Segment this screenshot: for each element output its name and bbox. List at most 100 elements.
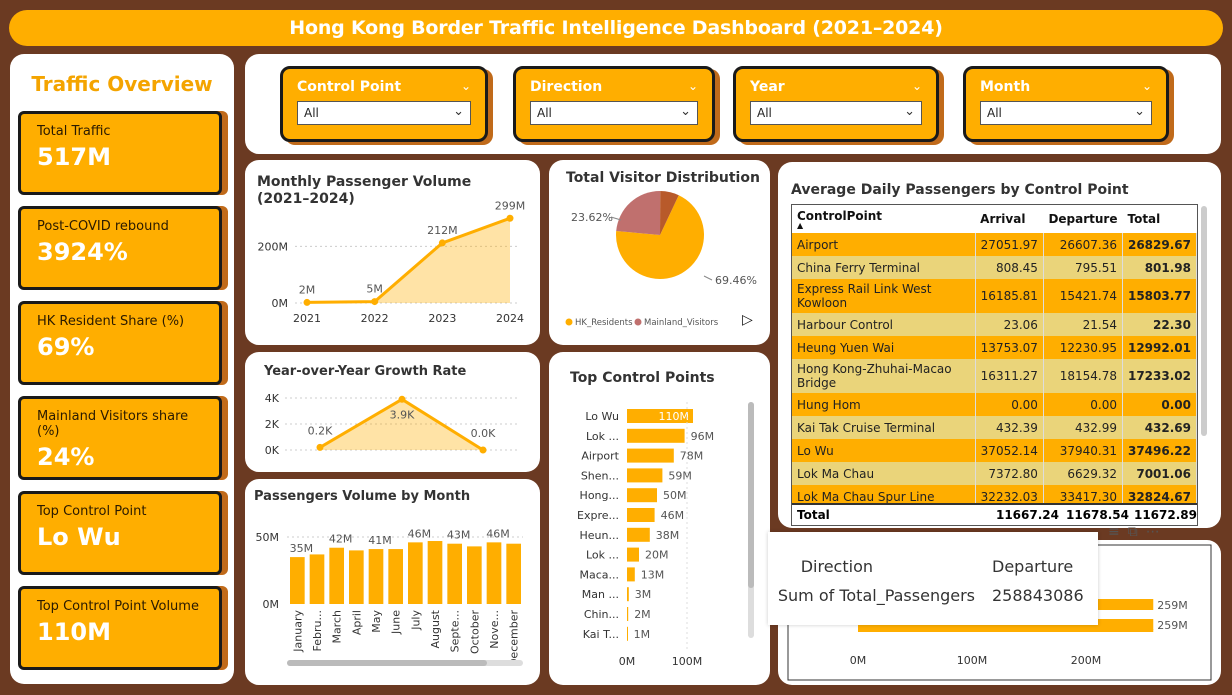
cell-value: 432.99 — [1043, 416, 1123, 439]
x-tick-label: October — [468, 610, 481, 654]
slicer-month[interactable]: Month ⌄ All ⌄ — [963, 66, 1169, 142]
bar — [627, 607, 629, 621]
tooltip: Direction Departure Sum of Total_Passeng… — [768, 532, 1098, 625]
chevron-down-icon[interactable]: ⌄ — [911, 79, 922, 93]
data-label: 59M — [668, 469, 692, 482]
dropdown-arrow-icon[interactable]: ⌄ — [1134, 104, 1145, 119]
table-row[interactable]: Express Rail Link West Kowloon 16185.81 15… — [792, 279, 1197, 313]
control-point-table[interactable]: ControlPoint ▲ Arrival Departure Total Ai… — [792, 205, 1197, 525]
focus-mode-icon[interactable]: ⧉ — [1127, 524, 1146, 540]
kpi-post-covid-rebound[interactable]: Post-COVID rebound 3924% — [18, 206, 222, 290]
column-header-total[interactable]: Total — [1122, 205, 1197, 233]
cell-value: 23.06 — [975, 313, 1044, 336]
x-tick-label: Nove... — [488, 610, 501, 649]
legend-label: Mainland_Visitors — [644, 318, 719, 328]
kpi-total-traffic[interactable]: Total Traffic 517M — [18, 111, 222, 195]
yoy-growth-chart[interactable]: 0K 2K 4K 0.2K 3.9K 0.0K — [245, 352, 540, 472]
volume-by-month-panel: Passengers Volume by Month 50M 0M 35M Janua… — [245, 479, 540, 685]
bar — [329, 547, 344, 604]
top-control-points-chart[interactable]: Lo Wu 110M Lok ... 96M Airport 78M Shen... 59M H… — [549, 352, 770, 685]
table-row[interactable]: Lo Wu 37052.14 37940.31 37496.22 — [792, 439, 1197, 462]
monthly-volume-chart[interactable]: 0M 200M 2M 2021 5M 2022 212M 2023 299M 2024 — [245, 160, 540, 345]
direction-select[interactable]: All ⌄ — [530, 101, 698, 125]
volume-by-month-chart[interactable]: 50M 0M 35M January Febru... 42M March April 41M M… — [245, 479, 540, 685]
cell-value: 0.00 — [1043, 393, 1123, 416]
cell-value: 21.54 — [1043, 313, 1123, 336]
table-row[interactable]: Harbour Control 23.06 21.54 22.30 — [792, 313, 1197, 336]
kpi-top-control-point[interactable]: Top Control Point Lo Wu — [18, 491, 222, 575]
cell-controlpoint: China Ferry Terminal — [792, 256, 976, 279]
year-select[interactable]: All ⌄ — [750, 101, 922, 125]
horizontal-scrollbar[interactable] — [287, 660, 523, 666]
slicer-year[interactable]: Year ⌄ All ⌄ — [733, 66, 939, 142]
bar — [368, 549, 384, 604]
table-row[interactable]: Lok Ma Chau 7372.80 6629.32 7001.06 — [792, 462, 1197, 485]
dropdown-arrow-icon[interactable]: ⌄ — [904, 104, 915, 119]
table-row[interactable]: Lok Ma Chau Spur Line 32232.03 33417.30 328… — [792, 485, 1197, 508]
column-header-departure[interactable]: Departure — [1043, 205, 1123, 233]
table-scrollbar[interactable] — [1201, 206, 1207, 436]
filter-icon[interactable]: ≡ — [1108, 524, 1128, 540]
table-row[interactable]: Airport 27051.97 26607.36 26829.67 — [792, 233, 1197, 256]
table-row[interactable]: China Ferry Terminal 808.45 795.51 801.98 — [792, 256, 1197, 279]
kpi-hk-resident-share[interactable]: HK Resident Share (%) 69% — [18, 301, 222, 385]
cell-value: 0.00 — [975, 393, 1044, 416]
bar — [627, 527, 650, 542]
visitor-pie-chart[interactable]: 69.46% 23.62% HK_Residents Mainland_Visitor… — [549, 160, 770, 345]
cell-controlpoint: Heung Yuen Wai — [792, 336, 976, 359]
chevron-down-icon[interactable]: ⌄ — [687, 79, 698, 93]
table-row[interactable]: Kai Tak Cruise Terminal 432.39 432.99 432.6… — [792, 416, 1197, 439]
data-label: 23.62% — [571, 211, 613, 224]
table-row[interactable]: Hung Hom 0.00 0.00 0.00 — [792, 393, 1197, 416]
tooltip-label-sum: Sum of Total_Passengers — [777, 586, 975, 605]
cell-value: 16311.27 — [975, 359, 1044, 393]
column-header-controlpoint[interactable]: ControlPoint ▲ — [792, 205, 976, 233]
area-fill — [307, 218, 510, 303]
cell-value: 808.45 — [975, 256, 1044, 279]
bar — [627, 428, 685, 443]
cell-value: 26829.67 — [1122, 233, 1197, 256]
data-label: 2M — [634, 608, 651, 621]
cell-value: 37052.14 — [975, 439, 1044, 462]
y-tick-label: Shen... — [581, 469, 619, 482]
chart-title: Top Control Points — [570, 370, 715, 386]
x-tick-label: April — [350, 610, 363, 635]
play-axis-icon[interactable]: ▷ — [742, 312, 753, 328]
data-label: 2M — [299, 283, 316, 296]
dropdown-arrow-icon[interactable]: ⌄ — [453, 104, 464, 119]
chart-title: Year-over-Year Growth Rate — [264, 364, 467, 379]
dropdown-arrow-icon[interactable]: ⌄ — [680, 104, 691, 119]
control-point-select[interactable]: All ⌄ — [297, 101, 471, 125]
visitor-distribution-panel: Total Visitor Distribution 69.46% 23.62% H… — [549, 160, 770, 345]
leader-line — [610, 216, 622, 221]
slicer-control-point[interactable]: Control Point ⌄ All ⌄ — [280, 66, 488, 142]
chevron-down-icon[interactable]: ⌄ — [460, 79, 471, 93]
chevron-down-icon[interactable]: ⌄ — [1141, 79, 1152, 93]
column-header-arrival[interactable]: Arrival — [975, 205, 1044, 233]
y-tick-label: Maca... — [579, 568, 619, 581]
bar — [427, 541, 443, 604]
x-tick-label: January — [291, 610, 304, 653]
month-select[interactable]: All ⌄ — [980, 101, 1152, 125]
cell-value: 0.00 — [1122, 393, 1197, 416]
data-label: 3M — [635, 588, 652, 601]
kpi-mainland-share[interactable]: Mainland Visitors share (%) 24% — [18, 396, 222, 480]
kpi-label: Top Control Point — [37, 504, 147, 519]
bar — [486, 542, 502, 604]
table-title: Average Daily Passengers by Control Poin… — [791, 182, 1129, 198]
more-options-icon[interactable]: ⋯ — [1145, 524, 1168, 540]
vertical-scrollbar[interactable] — [748, 402, 754, 638]
x-tick-label: 0M — [619, 655, 636, 668]
kpi-top-control-volume[interactable]: Top Control Point Volume 110M — [18, 586, 222, 670]
bar — [627, 626, 628, 641]
slicer-direction[interactable]: Direction ⌄ All ⌄ — [513, 66, 715, 142]
kpi-value: 110M — [37, 618, 111, 646]
data-label: 43M — [447, 529, 471, 542]
table-row[interactable]: Heung Yuen Wai 13753.07 12230.95 12992.01 — [792, 336, 1197, 359]
pie-slice — [660, 191, 679, 235]
x-tick-label: June — [390, 610, 403, 635]
kpi-value: Lo Wu — [37, 523, 121, 551]
data-label: 46M — [408, 527, 432, 540]
table-row[interactable]: Hong Kong-Zhuhai-Macao Bridge 16311.27 181… — [792, 359, 1197, 393]
y-tick-label: Chin... — [584, 608, 619, 621]
